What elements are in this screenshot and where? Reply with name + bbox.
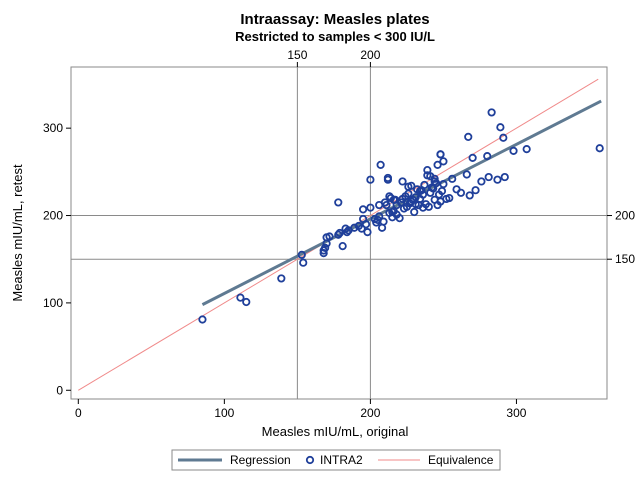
data-point [445,193,454,203]
data-point [334,198,343,207]
data-point [484,172,493,182]
data-point [236,293,245,302]
data-point [363,228,372,237]
chart-title: Intraassay: Measles plates [240,11,429,28]
data-point [335,228,344,238]
data-point [376,160,385,169]
data-point [496,123,505,132]
legend: Regression INTRA2 Equivalence [171,449,501,471]
data-point [509,146,518,155]
legend-frame [171,449,501,471]
x-top-tick-label: 200 [360,48,380,62]
data-point [487,108,496,117]
data-point [493,175,502,184]
data-point [595,144,604,153]
data-point [358,205,368,214]
data-point [522,145,531,154]
data-point [468,153,477,162]
legend-equivalence-label: Equivalence [428,453,494,467]
y-right-tick-label: 200 [615,209,635,223]
data-point [398,177,407,186]
data-point [500,172,509,182]
data-point [391,195,400,204]
y-axis-label: Measles mIU/mL, retest [10,164,25,302]
data-point [321,243,330,252]
chart-subtitle: Restricted to samples < 300 IU/L [235,29,435,44]
y-right-axis-ticks: 150 200 [607,209,635,266]
data-point [411,200,420,209]
data-point [242,297,251,307]
data-point [465,191,474,200]
legend-intra2-swatch [305,455,315,465]
data-point [299,258,308,267]
y-axis-ticks: 0 100 200 300 [43,121,71,397]
data-point [375,200,384,210]
data-point [410,207,419,217]
data-point [338,242,347,251]
data-point [499,133,508,142]
data-point [456,188,466,197]
x-axis-label: Measles mIU/mL, original [262,424,409,439]
scatter-points [198,108,604,324]
data-point [433,160,442,169]
y-tick-label: 200 [43,209,63,223]
reference-lines [71,67,607,399]
data-point [379,217,388,226]
data-point [436,150,445,159]
data-point [385,192,394,201]
y-right-tick-label: 150 [615,252,635,266]
data-point [462,170,471,179]
data-point [366,203,375,212]
data-point [418,203,428,212]
y-tick-label: 300 [43,121,63,135]
data-point [350,223,359,232]
data-point [477,177,486,186]
data-point [388,207,397,217]
data-point [357,224,366,233]
data-point [297,250,306,259]
x-top-tick-label: 150 [287,48,307,62]
x-tick-label: 300 [506,406,526,420]
data-point [430,177,439,186]
data-point [426,172,435,181]
data-point [415,186,425,196]
y-tick-label: 100 [43,296,63,310]
data-point [277,274,286,283]
data-point [198,315,207,324]
x-top-axis-ticks: 150 200 [287,48,381,67]
data-point [430,195,439,204]
data-point [439,157,448,166]
data-point [423,165,432,175]
x-tick-label: 200 [360,406,380,420]
data-point [464,132,473,141]
y-tick-label: 0 [56,383,63,397]
x-tick-label: 100 [214,406,234,420]
data-point [366,175,375,184]
legend-regression-label: Regression [230,453,291,467]
data-point [483,152,492,161]
data-point [383,173,393,183]
data-point [471,186,480,195]
plot-frame [70,66,608,400]
data-point [439,179,448,189]
data-point [325,232,334,241]
data-point [358,214,368,224]
data-point [448,174,457,183]
x-tick-label: 0 [75,406,82,420]
data-point [370,214,379,224]
x-axis-ticks: 0 100 200 300 [75,399,527,420]
legend-intra2-label: INTRA2 [320,453,363,467]
data-point [404,182,413,191]
data-point [420,180,429,190]
